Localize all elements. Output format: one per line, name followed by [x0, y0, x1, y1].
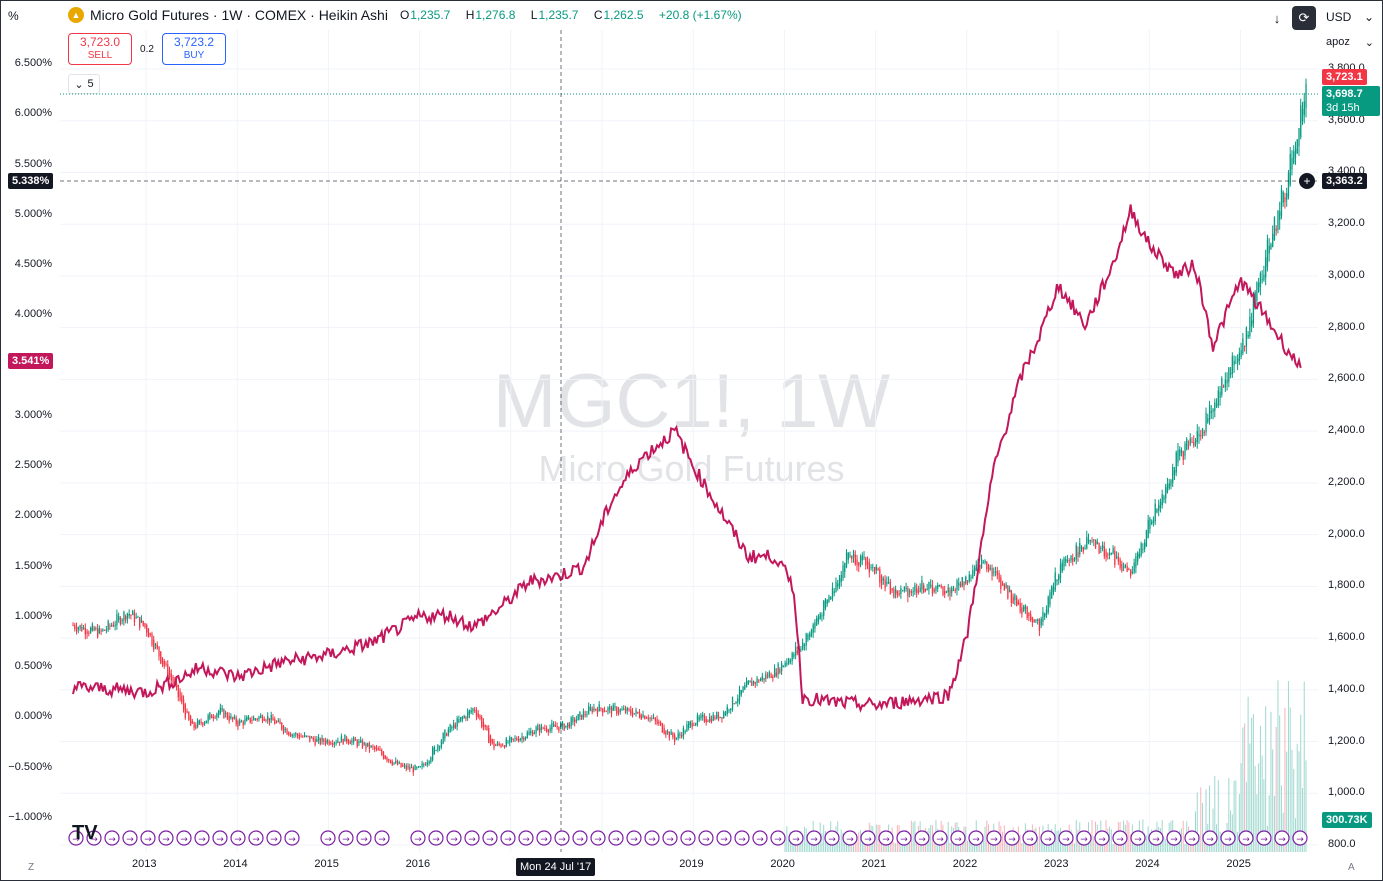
right-axis-tick: 3,200.0 [1328, 217, 1365, 230]
low-value: 1,235.7 [538, 8, 579, 22]
percent-label: % [8, 9, 19, 23]
time-axis-tick: 2015 [314, 858, 339, 870]
open-value: 1,235.7 [410, 8, 451, 22]
time-axis-tick: 2025 [1226, 858, 1251, 870]
chevron-down-icon: ⌄ [1364, 36, 1374, 49]
crosshair-pct-tag: 5.338% [8, 173, 54, 189]
low-label: L [530, 8, 538, 22]
right-axis-tick: 800.0 [1328, 838, 1356, 850]
ask-price-tag: 3,723.1 [1322, 69, 1367, 85]
right-axis-tick: 1,800.0 [1328, 579, 1365, 592]
indicators-toggle[interactable]: ⌄ 5 [68, 74, 100, 94]
add-alert-icon[interactable]: + [1299, 173, 1315, 189]
left-axis-tick: 1.500% [14, 559, 52, 572]
zoom-corner[interactable]: Z [28, 862, 35, 873]
last-price-tag: 3,698.7 3d 15h [1322, 86, 1380, 116]
symbol-legend: ▲ Micro Gold Futures · 1W · COMEX · Heik… [68, 7, 748, 23]
yield-last-tag: 3.541% [8, 353, 54, 369]
time-axis-tick: 2013 [132, 858, 157, 870]
scale-mode-label: apoz [1326, 36, 1350, 48]
currency-label: USD [1326, 10, 1352, 24]
right-axis-tick: 1,600.0 [1328, 631, 1365, 644]
left-axis-tick: 0.000% [14, 710, 52, 723]
spread-value: 0.2 [140, 43, 154, 55]
left-axis-tick: 6.000% [14, 107, 52, 120]
chevron-down-icon: ⌄ [1363, 10, 1374, 24]
open-label: O [399, 8, 410, 22]
symbol-title[interactable]: Micro Gold Futures · 1W · COMEX · Heikin… [90, 7, 388, 23]
chevron-down-icon: ⌄ [74, 78, 84, 91]
time-axis-tick: 2022 [952, 858, 978, 870]
right-axis-tick: 3,000.0 [1328, 268, 1365, 281]
left-axis-tick: 4.000% [14, 308, 52, 321]
left-axis-tick: 2.000% [14, 509, 52, 522]
time-axis-tick: 2019 [679, 858, 704, 870]
high-value: 1,276.8 [475, 8, 516, 22]
ohlc-values: O1,235.7 H1,276.8 L1,235.7 C1,262.5 +20.… [400, 8, 748, 22]
crosshair-price-tag: 3,363.2 [1322, 173, 1367, 189]
tradingview-logo-icon[interactable]: TV [72, 822, 98, 844]
right-axis-tick: 2,400.0 [1328, 424, 1365, 437]
buy-price: 3,723.2 [173, 35, 215, 49]
volume-tag: 300.73K [1322, 812, 1372, 828]
left-axis-tick: 3.000% [14, 408, 52, 421]
sell-price: 3,723.0 [79, 35, 121, 49]
right-axis-tick: 1,200.0 [1328, 734, 1365, 747]
left-axis-tick: −0.500% [8, 760, 52, 773]
left-axis-tick: 6.500% [14, 57, 52, 69]
left-axis-tick: 1.000% [14, 609, 52, 622]
auto-scale-corner[interactable]: A [1348, 862, 1355, 873]
bar-countdown: 3d 15h [1326, 102, 1360, 114]
time-axis-tick: 2016 [405, 858, 431, 870]
high-label: H [465, 8, 475, 22]
time-axis-tick: 2021 [861, 858, 887, 870]
gold-logo-icon: ▲ [68, 7, 84, 23]
time-axis-tick: 2014 [223, 858, 248, 870]
trade-panel: 3,723.0 SELL 0.2 3,723.2 BUY [68, 33, 226, 65]
arrow-down-icon[interactable]: ↓ [1273, 10, 1281, 26]
time-axis-tick: 2023 [1044, 858, 1069, 870]
right-axis-tick: 1,000.0 [1328, 786, 1365, 799]
right-axis-tick: 2,800.0 [1328, 320, 1365, 333]
change-value: +20.8 (+1.67%) [658, 8, 742, 22]
scale-percent-toggle[interactable]: % [2, 3, 56, 29]
left-axis-tick: 0.500% [14, 660, 52, 672]
sell-button[interactable]: 3,723.0 SELL [68, 33, 132, 65]
refresh-icon[interactable]: ⟳ [1292, 6, 1316, 30]
last-price-value: 3,698.7 [1326, 88, 1363, 100]
left-axis-tick: 5.500% [14, 157, 52, 170]
sell-label: SELL [87, 50, 113, 61]
right-axis-tick: 2,200.0 [1328, 475, 1365, 488]
left-axis-tick: 4.500% [14, 258, 52, 270]
buy-button[interactable]: 3,723.2 BUY [162, 33, 226, 65]
currency-select[interactable]: USD ⌄ [1320, 6, 1380, 28]
left-axis-tick: −1.000% [8, 810, 52, 823]
right-axis-tick: 2,600.0 [1328, 372, 1365, 385]
crosshair-date-tag: Mon 24 Jul '17 [516, 858, 596, 876]
close-value: 1,262.5 [603, 8, 644, 22]
left-axis-tick: 5.000% [14, 207, 52, 220]
right-axis-tick: 1,400.0 [1328, 682, 1365, 695]
right-axis-tick: 3,600.0 [1328, 113, 1365, 126]
time-axis-tick: 2020 [770, 858, 795, 870]
buy-label: BUY [183, 50, 205, 61]
left-axis-tick: 2.500% [14, 459, 52, 471]
indicators-count: 5 [87, 78, 94, 90]
time-axis-tick: 2024 [1135, 858, 1160, 870]
right-axis-tick: 2,000.0 [1328, 527, 1365, 540]
scale-mode-select[interactable]: apoz ⌄ [1320, 32, 1380, 52]
close-label: C [593, 8, 603, 22]
